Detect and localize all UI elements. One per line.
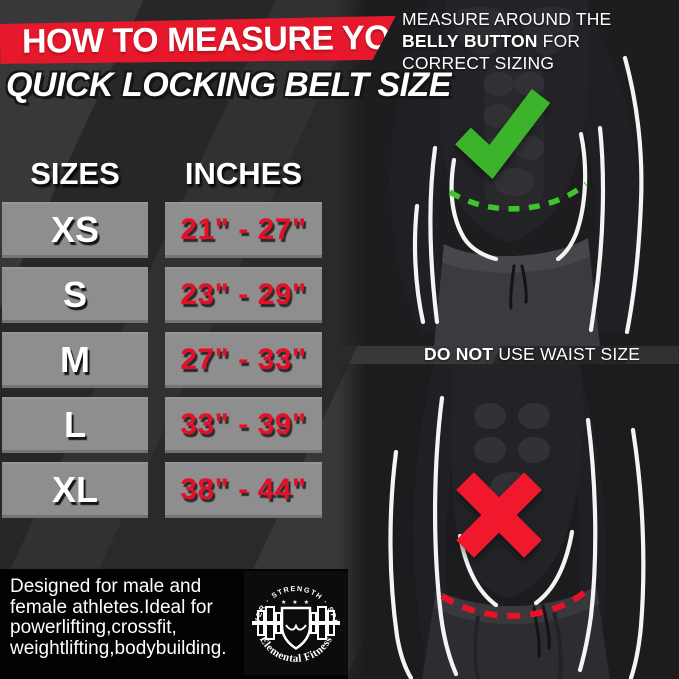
waist-measure-line (440, 589, 587, 619)
inches-cell: 23" - 29" (165, 267, 322, 323)
barbell-icon (252, 606, 340, 650)
logo-stars: ★ ★ ★ (281, 599, 311, 606)
inches-cell: 38" - 44" (165, 462, 322, 518)
title-line2: QUICK LOCKING BELT SIZE (6, 66, 451, 104)
shield-icon (280, 606, 312, 650)
footer-strip: Designed for male and female athletes.Id… (0, 569, 348, 679)
column-header-inches: INCHES (184, 156, 303, 191)
cross-icon (456, 472, 542, 558)
upper-torso-photo (336, 0, 679, 346)
elemental-fitness-logo: POWER · STRENGTH · SPEED ★ ★ ★ Elemental… (244, 571, 340, 665)
size-cell: M (2, 332, 148, 388)
inches-cell: 21" - 27" (165, 202, 322, 258)
inches-cell: 33" - 39" (165, 397, 322, 453)
size-cell: XL (2, 462, 148, 518)
column-header-sizes: SIZES (30, 156, 120, 191)
upper-torso-illustration (390, 0, 644, 346)
product-description: Designed for male and female athletes.Id… (10, 576, 227, 659)
belly-measure-line (448, 181, 588, 212)
brand-logo: POWER · STRENGTH · SPEED ★ ★ ★ Elemental… (244, 571, 348, 675)
title-banner: HOW TO MEASURE YOUR (0, 16, 396, 64)
size-cell: S (2, 267, 148, 323)
measure-instruction-bold2: BUTTON (463, 31, 538, 52)
check-icon (455, 89, 551, 180)
lower-torso-photo (336, 364, 679, 679)
measure-instruction-normal2: FOR CORRECT SIZING (402, 31, 581, 74)
waist-warning: DO NOT USE WAIST SIZE (424, 344, 640, 365)
size-cell: XS (2, 202, 148, 258)
lower-torso-illustration (388, 364, 646, 679)
inches-cell: 27" - 33" (165, 332, 322, 388)
measure-instruction-normal1: MEASURE AROUND THE (402, 9, 612, 29)
waist-warning-normal: USE WAIST SIZE (493, 344, 641, 364)
measure-instruction-bold1: BELLY (402, 31, 459, 52)
measure-instruction: MEASURE AROUND THE BELLY BUTTON FOR CORR… (402, 8, 670, 74)
waist-warning-bold: DO NOT (424, 344, 494, 364)
size-cell: L (2, 397, 148, 453)
